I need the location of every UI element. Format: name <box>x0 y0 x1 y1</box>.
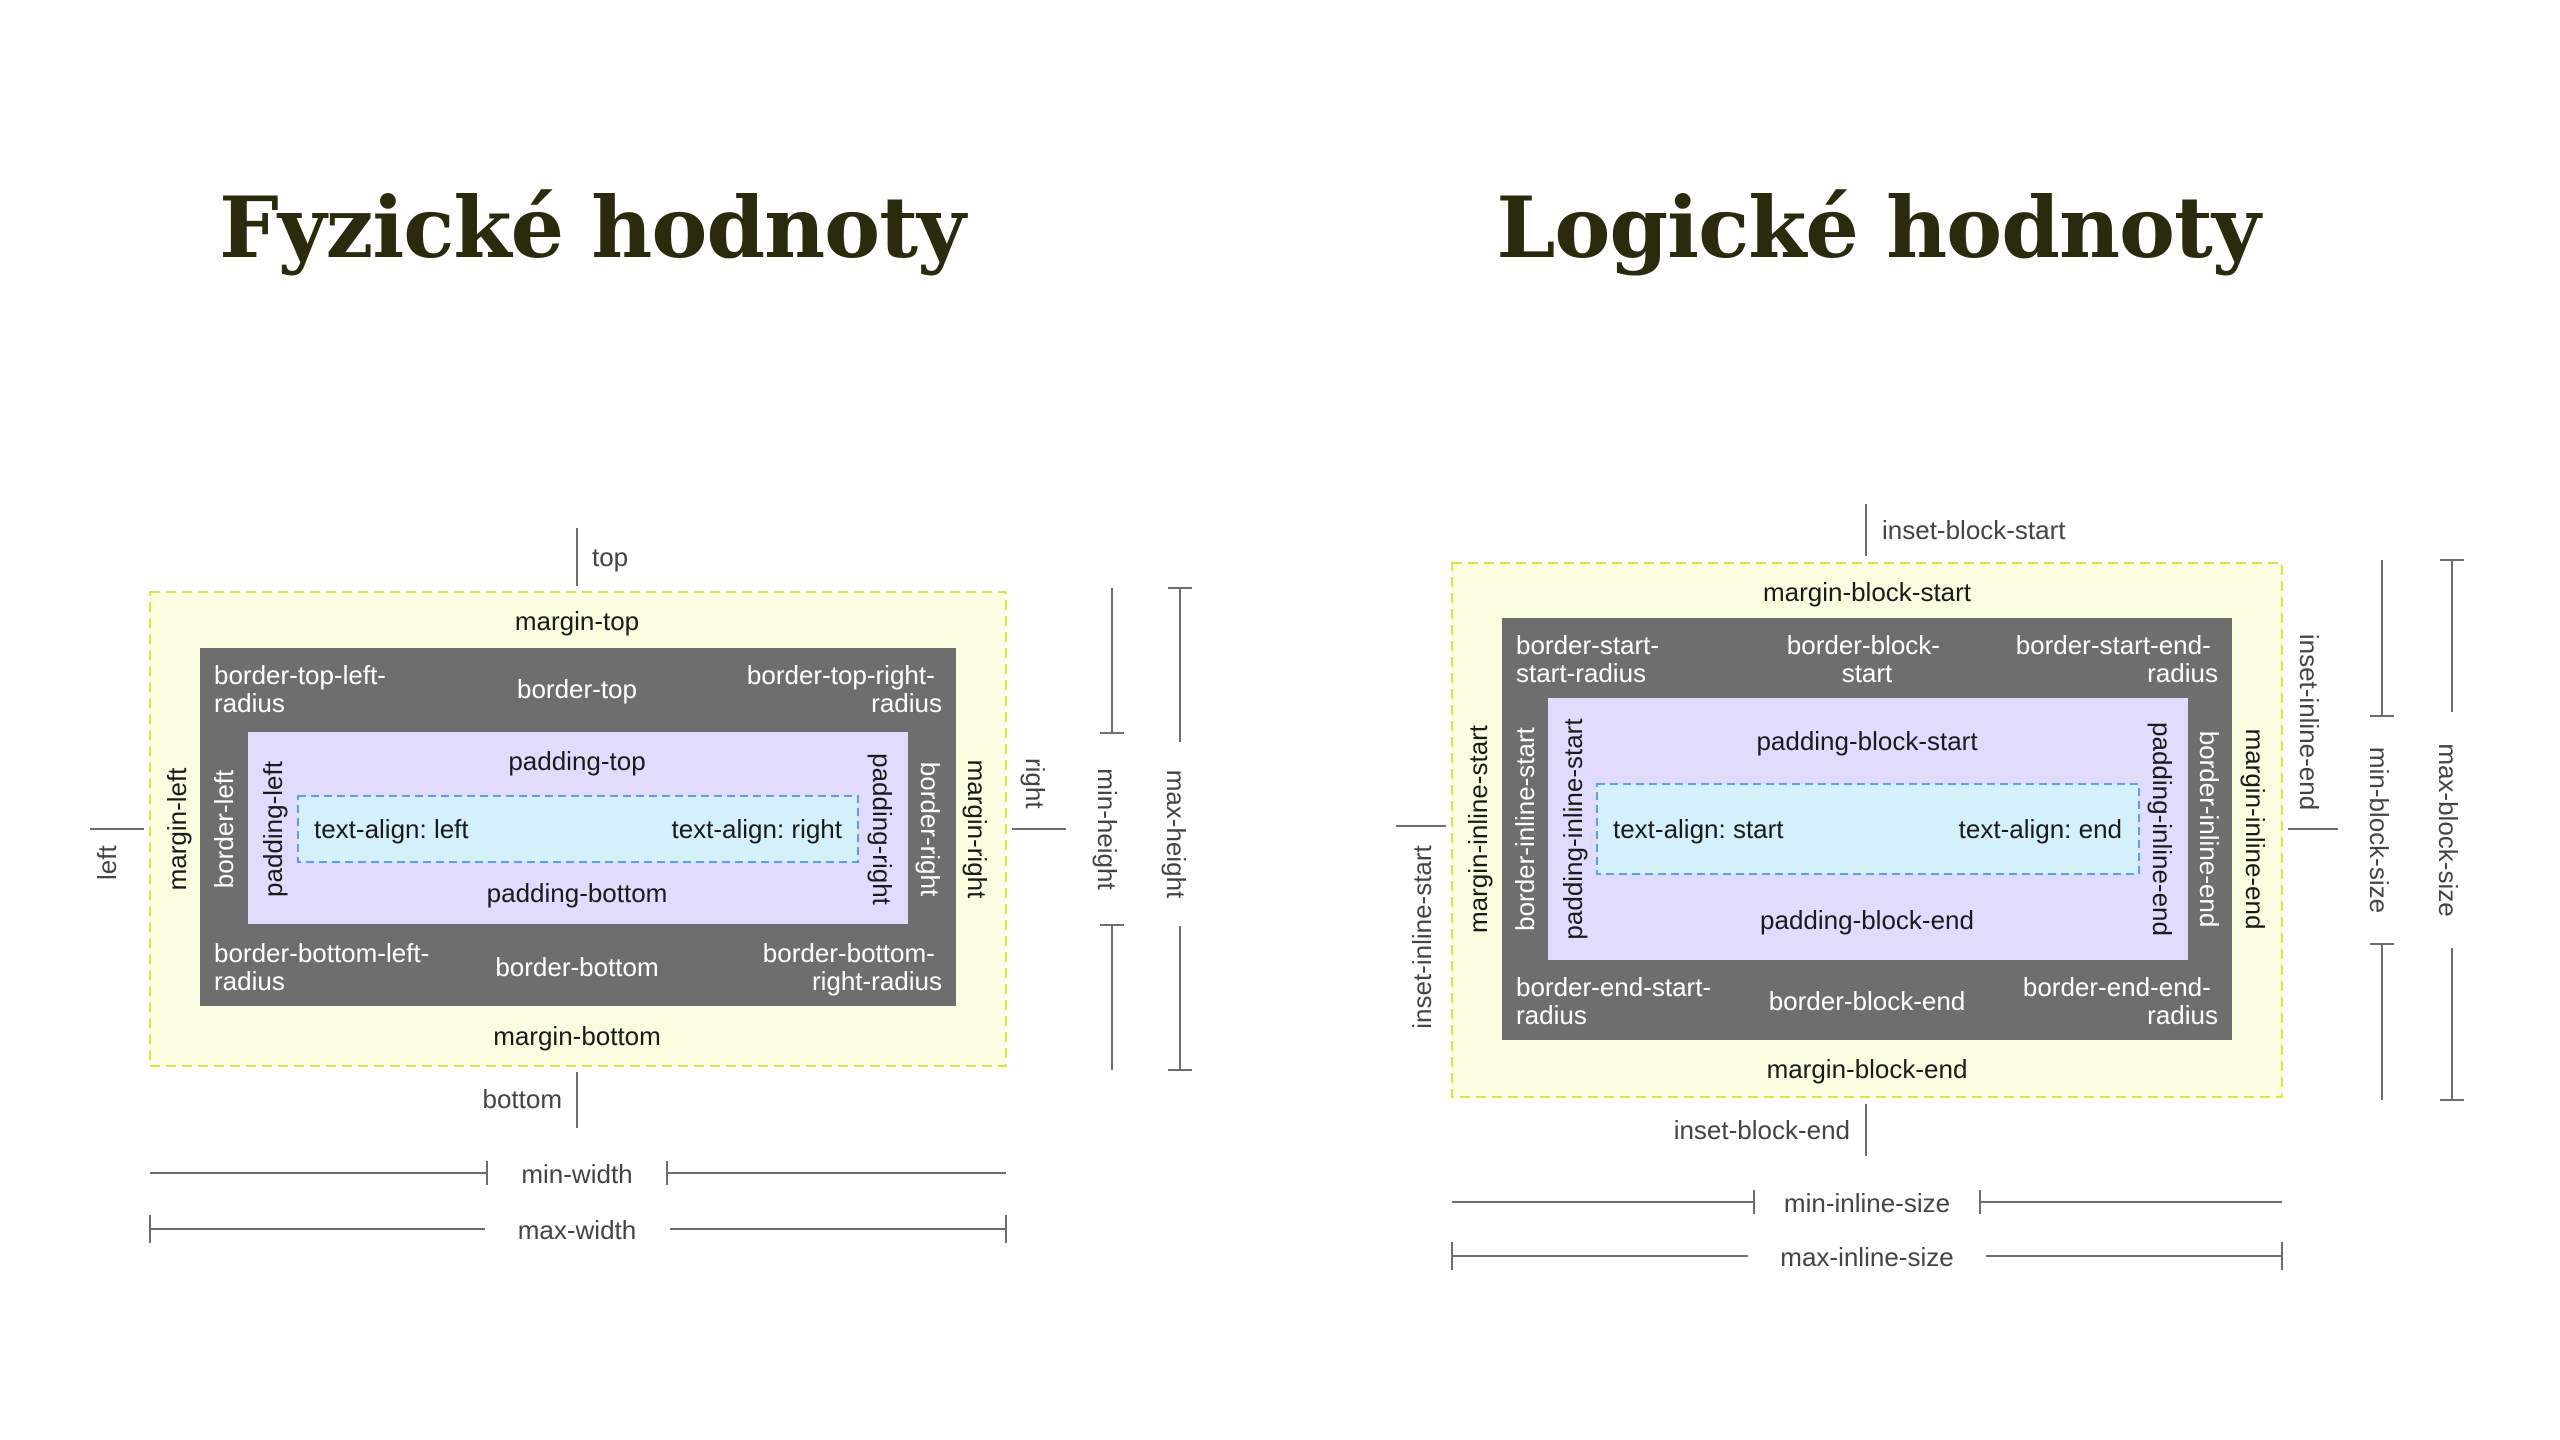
margin-left-label: margin-left <box>162 767 192 891</box>
min-height-dimension: min-height <box>1092 588 1124 1070</box>
text-align-left-label: text-align: left <box>314 814 469 844</box>
border-top-label: border-top <box>517 674 637 704</box>
border-left-label: border-left <box>209 769 239 888</box>
svg-text:max-height: max-height <box>1161 770 1191 899</box>
border-top-left-radius-label: border-top-left- radius <box>214 660 393 718</box>
margin-block-start-label: margin-block-start <box>1763 577 1972 607</box>
border-start-start-radius-label: border-start- start-radius <box>1516 630 1666 688</box>
padding-bottom-label: padding-bottom <box>487 878 668 908</box>
max-width-dimension: max-width <box>149 1215 1007 1245</box>
margin-top-label: margin-top <box>515 606 639 636</box>
svg-text:min-inline-size: min-inline-size <box>1784 1188 1950 1218</box>
padding-inline-end-label: padding-inline-end <box>2147 722 2177 936</box>
padding-top-label: padding-top <box>508 746 645 776</box>
margin-bottom-label: margin-bottom <box>493 1021 661 1051</box>
border-bottom-left-radius-label: border-bottom-left- radius <box>214 938 437 996</box>
bottom-label: bottom <box>483 1084 563 1114</box>
max-inline-size-dimension: max-inline-size <box>1451 1242 2283 1272</box>
top-label: top <box>592 542 628 572</box>
left-label: left <box>92 845 122 880</box>
padding-left-label: padding-left <box>258 760 288 897</box>
border-inline-end-label: border-inline-end <box>2194 731 2224 928</box>
physical-content-box <box>297 795 859 863</box>
border-end-start-radius-label: border-end-start- radius <box>1516 972 1718 1030</box>
margin-right-label: margin-right <box>962 760 992 899</box>
min-inline-size-dimension: min-inline-size <box>1452 1188 2282 1218</box>
border-end-end-radius-label: border-end-end- radius <box>2023 972 2218 1030</box>
border-bottom-right-radius-label: border-bottom- right-radius <box>763 938 942 996</box>
border-block-start-label: border-block- start <box>1787 630 1947 688</box>
min-width-dimension: min-width <box>150 1159 1006 1189</box>
inset-inline-end-label: inset-inline-end <box>2294 634 2324 810</box>
svg-text:max-width: max-width <box>518 1215 636 1245</box>
padding-block-end-label: padding-block-end <box>1760 905 1974 935</box>
margin-inline-end-label: margin-inline-end <box>2240 729 2270 930</box>
padding-right-label: padding-right <box>867 753 897 906</box>
text-align-right-label: text-align: right <box>671 814 842 844</box>
svg-text:min-height: min-height <box>1092 768 1122 890</box>
max-block-size-dimension: max-block-size <box>2433 559 2464 1101</box>
text-align-start-label: text-align: start <box>1613 814 1784 844</box>
border-right-label: border-right <box>915 762 945 897</box>
inset-block-end-label: inset-block-end <box>1674 1115 1850 1145</box>
padding-inline-start-label: padding-inline-start <box>1558 718 1588 940</box>
text-align-end-label: text-align: end <box>1959 814 2122 844</box>
physical-values-title: Fyzické hodnoty <box>219 178 966 277</box>
logical-diagram: inset-block-start inset-block-end inset-… <box>1396 504 2464 1272</box>
border-block-end-label: border-block-end <box>1769 986 1966 1016</box>
logical-content-box <box>1596 783 2140 875</box>
max-height-dimension: max-height <box>1161 587 1192 1071</box>
svg-text:max-inline-size: max-inline-size <box>1780 1242 1953 1272</box>
svg-text:min-width: min-width <box>521 1159 632 1189</box>
margin-block-end-label: margin-block-end <box>1767 1054 1968 1084</box>
border-start-end-radius-label: border-start-end- radius <box>2016 630 2218 688</box>
padding-block-start-label: padding-block-start <box>1756 726 1978 756</box>
border-bottom-label: border-bottom <box>495 952 658 982</box>
margin-inline-start-label: margin-inline-start <box>1463 724 1493 933</box>
border-top-right-radius-label: border-top-right- radius <box>747 660 942 718</box>
svg-text:min-block-size: min-block-size <box>2364 747 2394 913</box>
physical-diagram: top bottom left right margin-top margin-… <box>90 528 1192 1245</box>
svg-text:max-block-size: max-block-size <box>2433 743 2463 916</box>
border-inline-start-label: border-inline-start <box>1510 726 1540 931</box>
min-block-size-dimension: min-block-size <box>2364 560 2394 1100</box>
inset-inline-start-label: inset-inline-start <box>1407 844 1437 1028</box>
right-label: right <box>1020 758 1050 809</box>
inset-block-start-label: inset-block-start <box>1882 515 2066 545</box>
logical-values-title: Logické hodnoty <box>1496 178 2260 277</box>
